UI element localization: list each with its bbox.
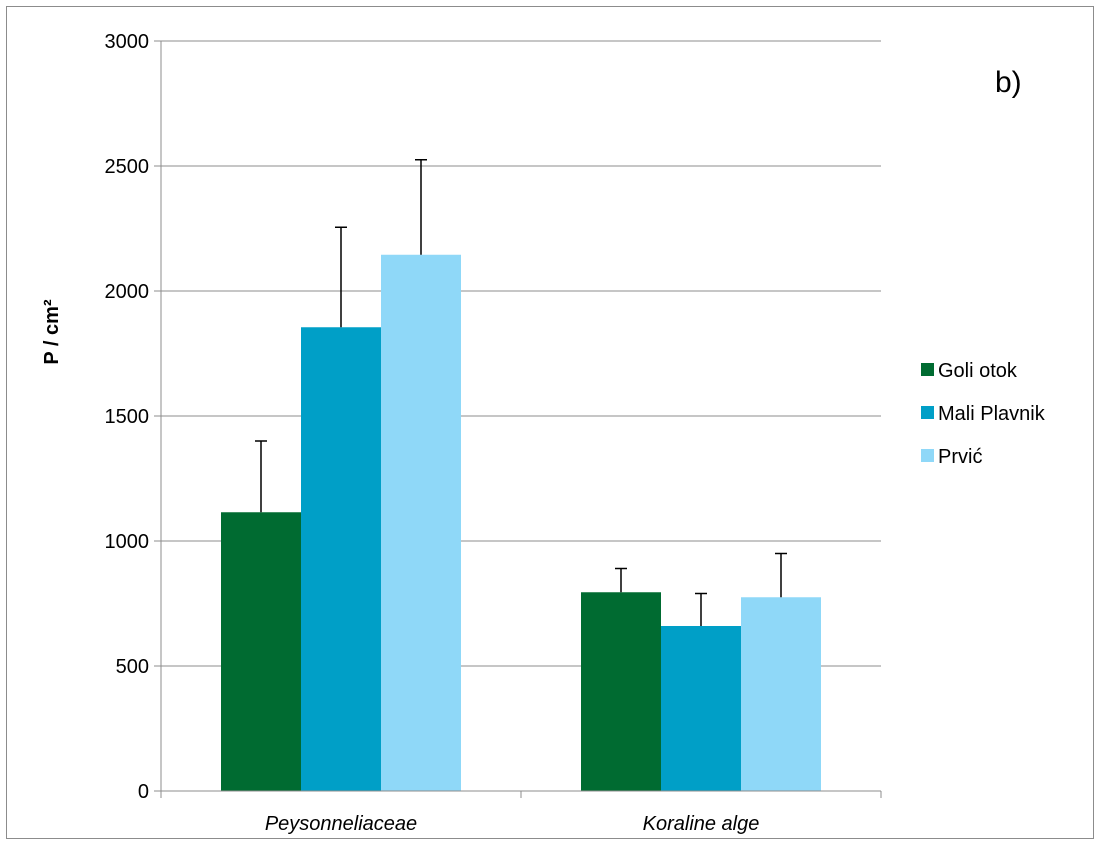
bar <box>221 512 301 791</box>
y-tick-label: 1000 <box>105 531 150 553</box>
chart-frame: 0 500 1000 1500 2000 2500 3000 Peysonneliaceae K… <box>6 6 1094 839</box>
legend: Goli otok Mali Plavnik Prvić <box>921 360 1046 468</box>
labels-layer: 0 500 1000 1500 2000 2500 3000 Peysonneliaceae K… <box>105 31 760 835</box>
bar <box>381 254 461 791</box>
legend-swatch <box>921 363 934 376</box>
bar <box>741 597 821 791</box>
y-tick-label: 0 <box>138 781 149 803</box>
y-tick-label: 2500 <box>105 156 150 178</box>
axes-layer <box>154 40 882 798</box>
y-tick-label: 500 <box>116 656 149 678</box>
legend-swatch <box>921 449 934 462</box>
panel-label: b) <box>995 66 1022 99</box>
legend-label: Goli otok <box>938 360 1018 382</box>
legend-swatch <box>921 406 934 419</box>
bar-chart: 0 500 1000 1500 2000 2500 3000 Peysonneliaceae K… <box>41 31 1046 835</box>
bar <box>301 327 381 791</box>
y-tick-label: 3000 <box>105 31 150 53</box>
bars-layer <box>221 159 821 791</box>
y-tick-label: 2000 <box>105 281 150 303</box>
y-tick-label: 1500 <box>105 406 150 428</box>
bar <box>581 592 661 791</box>
x-category-label: Koraline alge <box>643 813 760 835</box>
legend-label: Mali Plavnik <box>938 403 1046 425</box>
y-axis-label: P / cm² <box>41 299 63 365</box>
bar <box>661 626 741 791</box>
legend-label: Prvić <box>938 446 982 468</box>
x-category-label: Peysonneliaceae <box>265 813 417 835</box>
